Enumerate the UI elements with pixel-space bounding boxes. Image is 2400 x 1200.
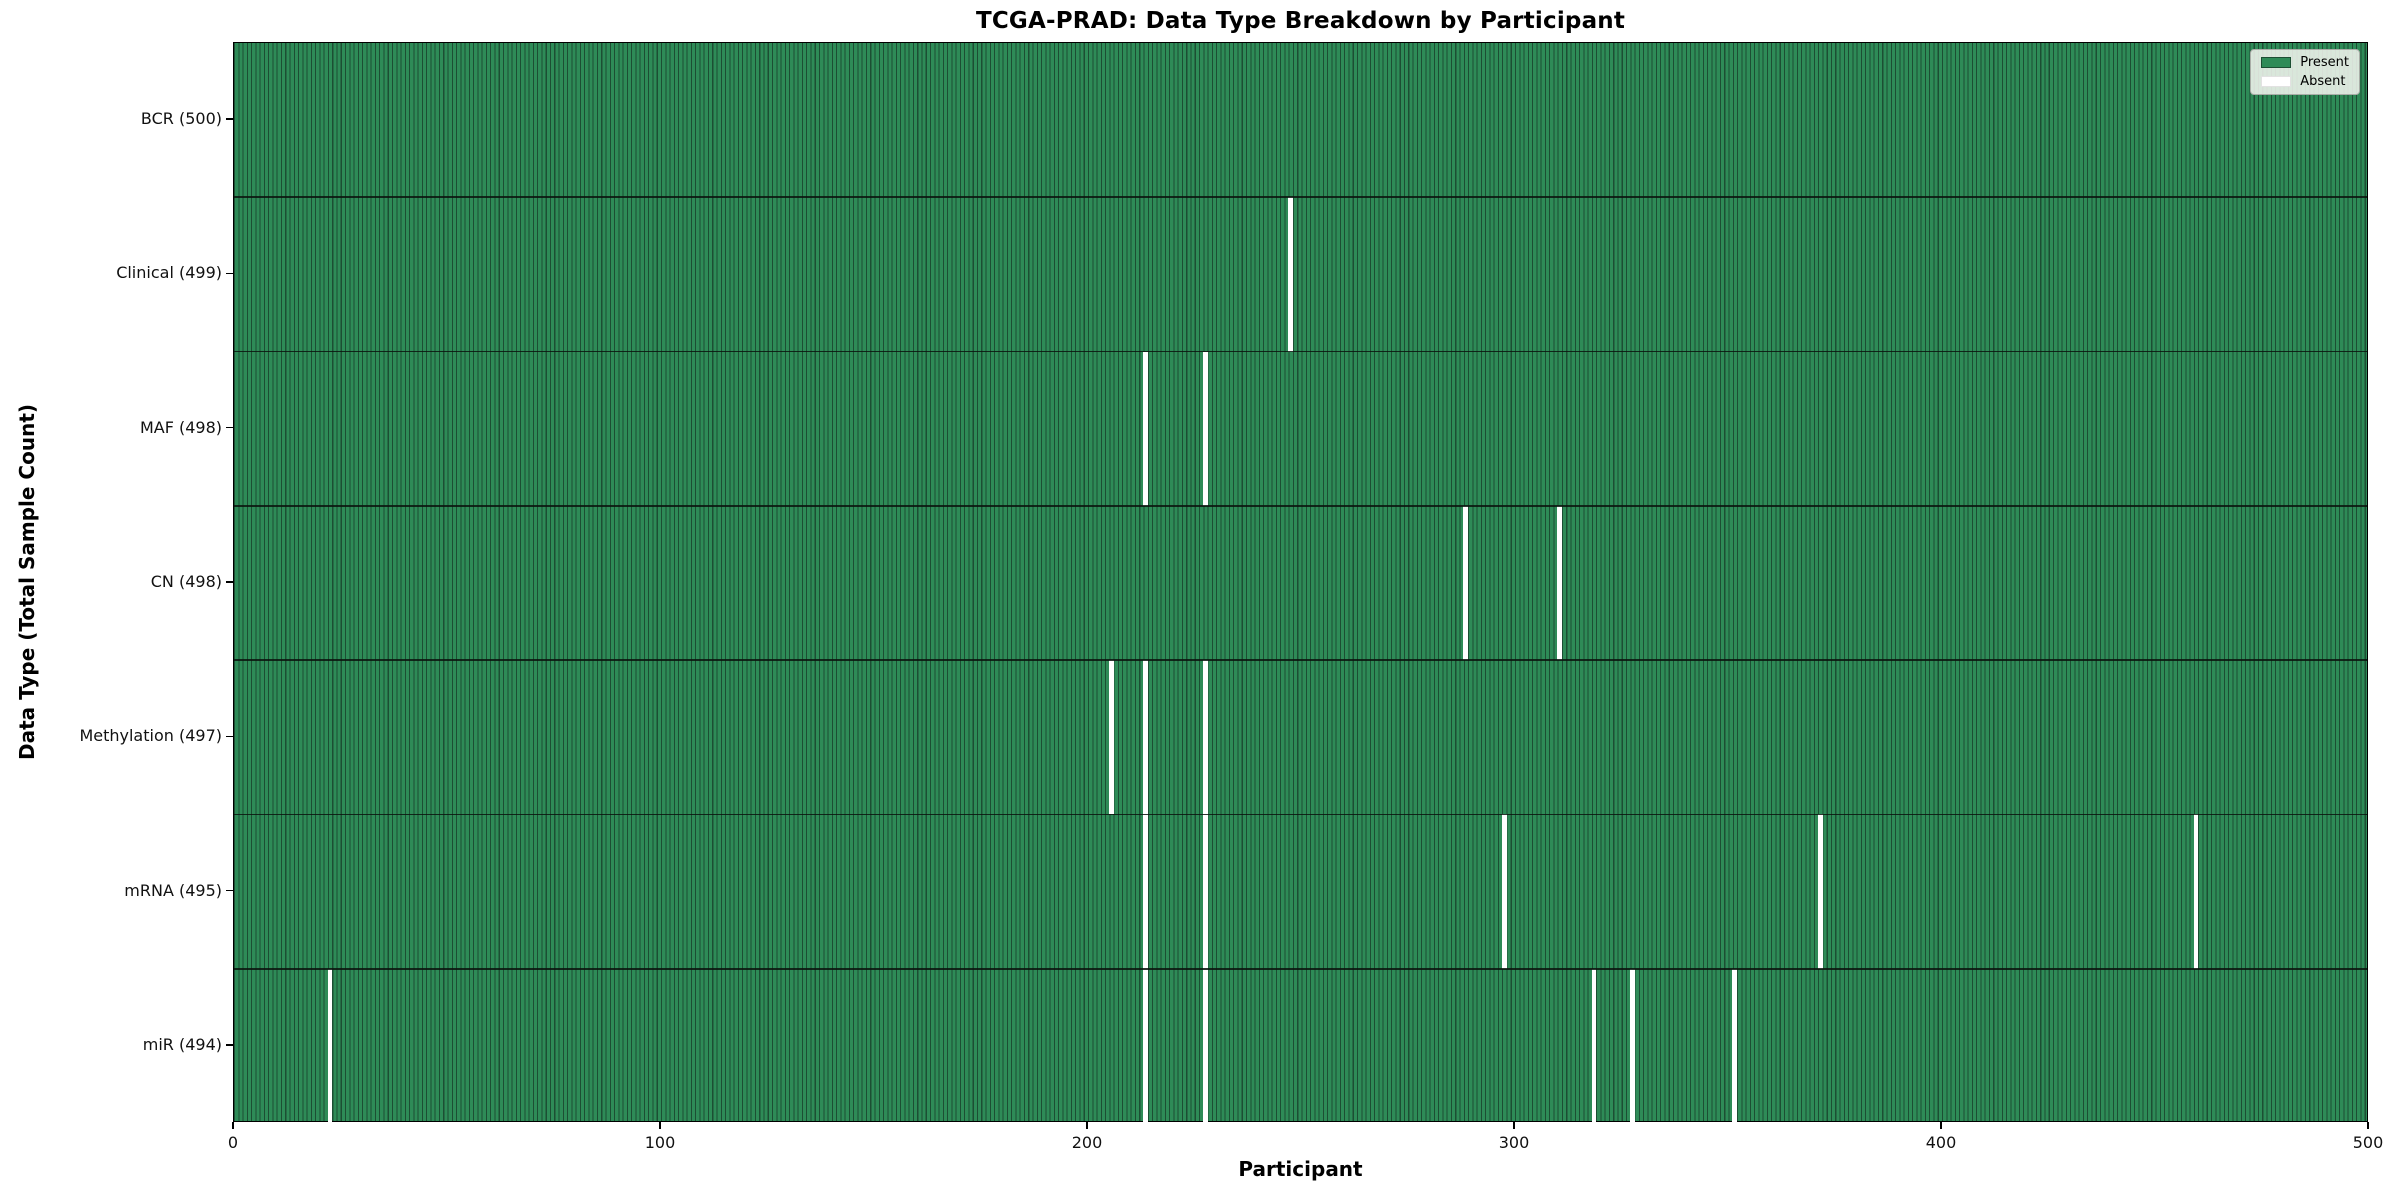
- absent-marker-mRNA-227: [1202, 814, 1208, 969]
- row-boundary: [234, 659, 2367, 661]
- absent-marker-Methylation-227: [1202, 660, 1208, 815]
- row-boundary: [234, 813, 2367, 816]
- x-axis-label: Participant: [1238, 1157, 1363, 1181]
- row-boundary: [234, 505, 2367, 507]
- x-tick-label-200: 200: [1071, 1133, 1103, 1152]
- row-boundary: [234, 196, 2367, 199]
- x-tick-mark: [2367, 1122, 2369, 1129]
- absent-marker-miR-22: [327, 968, 333, 1123]
- y-tick-label-MAF: MAF (498): [139, 417, 222, 437]
- absent-marker-miR-213: [1143, 968, 1149, 1123]
- x-tick-mark: [232, 1122, 234, 1129]
- x-tick-mark: [1940, 1122, 1942, 1129]
- row-boundary: [234, 967, 2367, 970]
- y-tick-mark: [226, 272, 233, 275]
- y-tick-label-mRNA: mRNA (495): [124, 880, 222, 900]
- y-tick-mark: [226, 735, 233, 737]
- absent-marker-Methylation-213: [1143, 660, 1149, 815]
- absent-swatch: [2261, 76, 2292, 87]
- y-tick-label-CN: CN (498): [150, 572, 222, 591]
- absent-marker-miR-227: [1202, 968, 1208, 1123]
- y-tick-label-BCR: BCR (500): [140, 109, 222, 129]
- x-tick-label-400: 400: [1925, 1133, 1957, 1152]
- legend-label: Absent: [2300, 74, 2346, 89]
- y-tick-mark: [226, 427, 233, 429]
- absent-marker-miR-318: [1591, 968, 1597, 1123]
- y-tick-mark: [226, 1044, 233, 1046]
- x-tick-mark: [659, 1122, 661, 1129]
- y-tick-label-Clinical: Clinical (499): [116, 263, 222, 283]
- legend-item-present: Present: [2261, 56, 2349, 69]
- x-tick-label-300: 300: [1498, 1133, 1530, 1152]
- y-tick-mark: [226, 581, 233, 583]
- absent-marker-CN-310: [1557, 505, 1563, 661]
- chart-title: TCGA-PRAD: Data Type Breakdown by Partic…: [975, 8, 1626, 34]
- x-tick-label-100: 100: [644, 1133, 676, 1152]
- x-tick-mark: [1086, 1122, 1088, 1129]
- y-tick-mark: [226, 118, 233, 120]
- x-tick-label-0: 0: [227, 1133, 239, 1152]
- y-tick-mark: [226, 889, 233, 892]
- absent-marker-mRNA-297: [1501, 814, 1507, 969]
- absent-marker-MAF-227: [1202, 351, 1208, 506]
- present-swatch: [2261, 57, 2292, 68]
- absent-marker-mRNA-459: [2193, 814, 2199, 969]
- legend: Present Absent: [2250, 49, 2360, 95]
- absent-marker-miR-351: [1732, 968, 1738, 1123]
- legend-item-absent: Absent: [2261, 75, 2349, 88]
- absent-marker-Clinical-247: [1288, 197, 1294, 352]
- absent-marker-CN-288: [1463, 505, 1469, 661]
- absent-marker-miR-327: [1629, 968, 1635, 1123]
- y-tick-label-Methylation: Methylation (497): [79, 726, 222, 746]
- absent-marker-Methylation-205: [1109, 660, 1114, 815]
- plot-area: Present Absent: [233, 42, 2368, 1123]
- y-tick-label-miR: miR (494): [142, 1034, 222, 1054]
- x-tick-mark: [1513, 1122, 1515, 1129]
- absent-marker-mRNA-371: [1817, 814, 1823, 969]
- absent-marker-mRNA-213: [1143, 814, 1149, 969]
- absent-marker-MAF-213: [1143, 351, 1149, 506]
- legend-label: Present: [2300, 55, 2349, 70]
- x-tick-label-500: 500: [2352, 1133, 2384, 1152]
- row-boundary: [234, 350, 2367, 353]
